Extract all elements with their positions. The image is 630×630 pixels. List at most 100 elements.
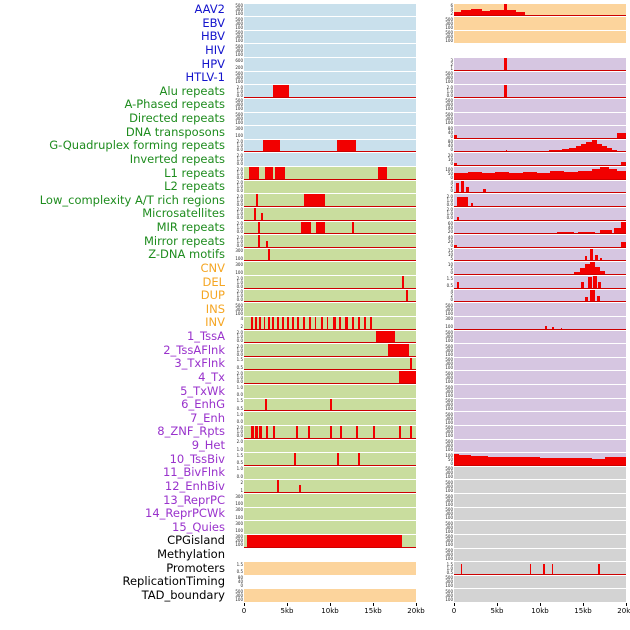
- track-row-alu-repeats: Alu repeats 2.0 1.0 0.0 2.0 1.0 0.0: [0, 84, 630, 99]
- signal-bar: [481, 172, 496, 180]
- signal-bar: [600, 230, 613, 235]
- y-axis-left: 1.5 0.5: [230, 562, 244, 576]
- row-label: MIR repeats: [156, 220, 225, 234]
- signal-bar: [608, 168, 618, 180]
- y-tick-label: 1.0: [236, 466, 243, 472]
- x-axis-tick-label: 15kb: [574, 606, 592, 615]
- y-axis-right: 100 50 0: [440, 167, 454, 181]
- y-tick-label: 300: [235, 20, 243, 26]
- signal-bar: [596, 143, 602, 153]
- track-panel-left: [244, 371, 416, 384]
- signal-baseline: [454, 464, 626, 466]
- y-tick-label: 100: [445, 120, 453, 125]
- signal-bar: [259, 425, 262, 439]
- y-axis-right: 80 40 0: [440, 126, 454, 140]
- row-label: 10_TssBiv: [169, 451, 225, 466]
- x-axis-tick-label: 0: [451, 606, 457, 615]
- signal-bar: [593, 276, 597, 289]
- signal-bar: [352, 221, 355, 235]
- y-axis-left: 2.0 1.0 0.0: [230, 194, 244, 208]
- panel-gap: [416, 112, 440, 126]
- x-axis-tick-label: 20kb: [617, 606, 630, 615]
- track-panel-right: [454, 17, 626, 30]
- y-axis-right: [440, 44, 454, 58]
- y-tick-label: 500: [445, 534, 453, 540]
- track-row-14-reprpcwk: 14_ReprPCWk 300 100 500 300 100: [0, 507, 630, 521]
- track-panel-left: [244, 126, 416, 139]
- x-axis-tick: [330, 602, 331, 606]
- y-axis-right: 2.0 1.0 0.0: [440, 207, 454, 221]
- panel-gap: [416, 425, 440, 439]
- track-panel-right: [454, 480, 626, 493]
- signal-bar: [304, 194, 325, 207]
- signal-bar: [333, 316, 336, 330]
- y-tick-label: 300: [235, 75, 243, 81]
- panel-gap: [416, 453, 440, 467]
- track-panel-right: [454, 562, 626, 575]
- y-tick-label: 100: [235, 269, 243, 275]
- panel-gap: [416, 276, 440, 290]
- axis-spacer-yticks-right: [440, 603, 454, 605]
- panel-gap: [416, 344, 440, 358]
- y-tick-label: 500: [235, 112, 243, 117]
- x-axis-tick: [287, 602, 288, 606]
- x-axis-tick-label: 5kb: [280, 606, 294, 615]
- y-axis-left: 500 300 100: [230, 98, 244, 112]
- y-tick-label: 100: [235, 79, 243, 85]
- panel-gap: [416, 207, 440, 221]
- x-axis-tick: [583, 602, 584, 606]
- x-axis-right: 0 5kb 10kb 15kb 20kb: [451, 602, 630, 623]
- panel-gap: [416, 85, 440, 99]
- signal-bar: [605, 457, 626, 466]
- y-tick-label: 1: [450, 65, 453, 71]
- signal-bar: [336, 453, 339, 466]
- signal-bar: [398, 425, 401, 439]
- y-axis-right: 15 10 5: [440, 248, 454, 262]
- track-panel-left: [244, 207, 416, 221]
- signal-bar: [457, 217, 460, 221]
- signal-bar: [589, 248, 594, 262]
- x-axis-tick-label: 5kb: [490, 606, 504, 615]
- track-panel-left: [244, 85, 416, 98]
- signal-bar: [601, 146, 608, 153]
- signal-baseline: [454, 69, 626, 71]
- y-axis-left: 300 100: [230, 507, 244, 521]
- y-axis-left: 2.0 1.0 0.0: [230, 330, 244, 344]
- y-tick-label: 300: [445, 579, 453, 585]
- signal-bar: [598, 564, 600, 575]
- y-axis-left: 2.0 1.0 0.0: [230, 180, 244, 194]
- signal-bar: [490, 9, 499, 17]
- y-tick-label: 500: [445, 71, 453, 77]
- y-tick-label: 2.0: [236, 439, 243, 444]
- signal-bar: [552, 326, 554, 330]
- y-tick-label: 500: [445, 30, 453, 36]
- x-axis-tick-label: 10kb: [321, 606, 339, 615]
- panel-gap: [416, 371, 440, 385]
- signal-bar: [264, 167, 274, 180]
- track-panel-left: [244, 344, 416, 357]
- track-row-2-tssaflnk: 2_TssAFlnk 2.0 1.0 0.0 500 300 100: [0, 343, 630, 358]
- y-tick-label: 80: [237, 575, 243, 581]
- y-tick-label: 0: [450, 147, 453, 153]
- y-tick-label: 500: [445, 357, 453, 363]
- y-tick-label: 100: [445, 474, 453, 480]
- y-tick-label: 1.0: [236, 429, 243, 435]
- y-axis-right: 20 10 0: [440, 153, 454, 167]
- y-tick-label: 10: [447, 156, 453, 162]
- row-label: G-Quadruplex forming repeats: [49, 138, 225, 153]
- track-panel-right: [454, 262, 626, 275]
- row-label: 5_TxWk: [180, 383, 225, 398]
- track-panel-left: [244, 412, 416, 425]
- y-tick-label: 100: [235, 542, 243, 548]
- y-tick-label: 1.0: [236, 211, 243, 217]
- y-tick-label: 1.0: [236, 411, 243, 417]
- signal-bar: [617, 170, 626, 180]
- signal-bar: [255, 316, 257, 330]
- y-tick-label: 5: [450, 256, 453, 262]
- signal-bar: [299, 485, 301, 493]
- row-label: DUP: [200, 288, 225, 303]
- y-tick-label: 500: [235, 302, 243, 308]
- row-label: HBV: [200, 29, 225, 44]
- x-axis-tick: [244, 602, 245, 606]
- track-panel-left: [244, 71, 416, 85]
